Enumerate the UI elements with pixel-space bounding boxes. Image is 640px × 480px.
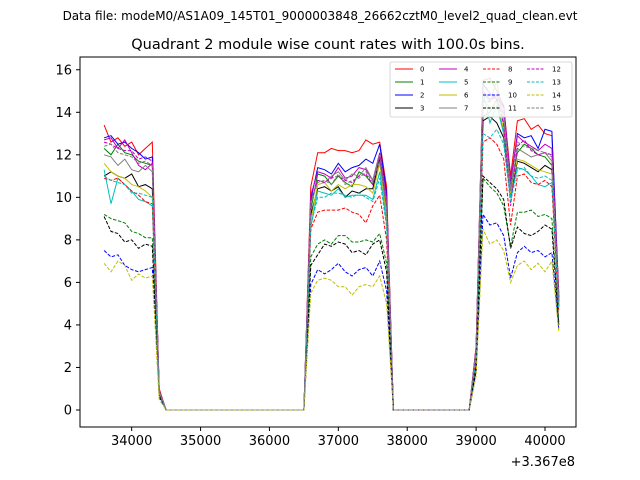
- legend-label-10: 10: [508, 92, 517, 100]
- y-tick-label: 0: [64, 403, 72, 418]
- y-axis: 0 2 4 6 8 10 12 14 16: [55, 63, 80, 418]
- legend-label-2: 2: [420, 92, 424, 100]
- legend-label-4: 4: [464, 66, 469, 74]
- legend-label-12: 12: [552, 66, 561, 74]
- x-offset-label: +3.367e8: [511, 455, 575, 470]
- y-tick-label: 10: [55, 191, 72, 206]
- chart-title: Quadrant 2 module wise count rates with …: [131, 37, 525, 53]
- legend-label-1: 1: [420, 79, 424, 87]
- legend-label-14: 14: [552, 92, 561, 100]
- y-tick-label: 4: [64, 318, 72, 333]
- legend-label-6: 6: [464, 92, 469, 100]
- legend-label-13: 13: [552, 79, 561, 87]
- x-axis: 34000 35000 36000 37000 38000 39000 40000: [111, 427, 566, 449]
- legend-label-15: 15: [552, 105, 561, 113]
- axes-frame: [79, 56, 577, 428]
- y-tick-label: 12: [55, 148, 72, 163]
- legend-label-8: 8: [508, 66, 512, 74]
- y-tick-label: 14: [55, 106, 72, 121]
- y-tick-label: 16: [55, 63, 72, 78]
- figure-suptitle: Data file: modeM0/AS1A09_145T01_90000038…: [63, 9, 578, 23]
- legend-box: [389, 61, 573, 118]
- legend-label-0: 0: [420, 66, 424, 74]
- y-tick-label: 6: [64, 276, 72, 291]
- legend-label-11: 11: [508, 105, 517, 113]
- y-tick-label: 2: [64, 361, 72, 376]
- x-tick-label: 39000: [455, 434, 496, 449]
- x-tick-label: 37000: [318, 434, 359, 449]
- x-tick-label: 38000: [387, 434, 428, 449]
- legend-label-9: 9: [508, 79, 512, 87]
- x-tick-label: 35000: [180, 434, 221, 449]
- x-tick-label: 36000: [249, 434, 290, 449]
- x-tick-label: 34000: [111, 434, 152, 449]
- y-tick-label: 8: [64, 233, 72, 248]
- series-line-14: [103, 228, 560, 411]
- series-line-9: [103, 176, 560, 411]
- legend-label-7: 7: [464, 105, 468, 113]
- legend-label-5: 5: [464, 79, 468, 87]
- x-tick-label: 40000: [524, 434, 565, 449]
- legend-label-3: 3: [420, 105, 424, 113]
